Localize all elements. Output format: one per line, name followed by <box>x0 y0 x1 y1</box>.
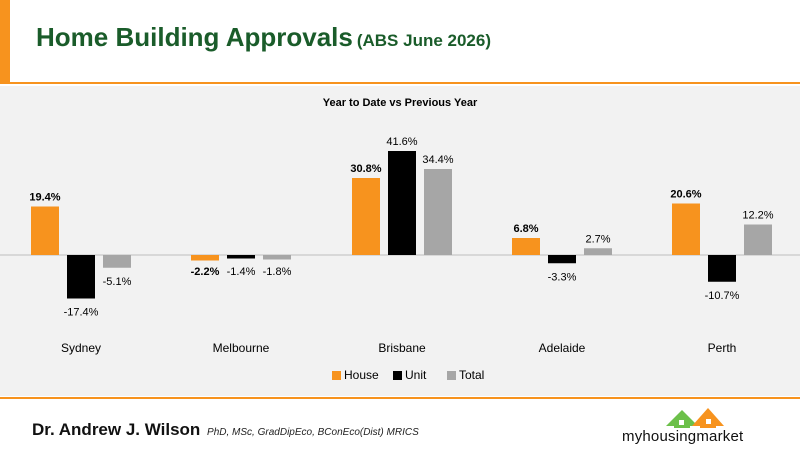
author-credentials: PhD, MSc, GradDipEco, BConEco(Dist) MRIC… <box>207 427 419 438</box>
bar-sydney-house <box>31 206 59 255</box>
brand-logo: myhousingmarket <box>622 404 772 448</box>
author-name: Dr. Andrew J. Wilson <box>32 420 201 439</box>
title-text: Home Building Approvals <box>36 22 353 52</box>
legend-label-house: House <box>344 368 379 382</box>
page-title: Home Building Approvals (ABS June 2026) <box>36 22 491 53</box>
category-label-perth: Perth <box>708 341 737 355</box>
bar-brisbane-house <box>352 178 380 255</box>
bar-melbourne-unit <box>227 255 255 259</box>
bar-adelaide-house <box>512 238 540 255</box>
bar-brisbane-total <box>424 169 452 255</box>
footer <box>0 399 800 454</box>
data-label: -5.1% <box>103 276 132 288</box>
data-label: 41.6% <box>386 136 417 148</box>
bar-brisbane-unit <box>388 151 416 255</box>
category-label-melbourne: Melbourne <box>213 341 270 355</box>
house-roof-icon <box>666 408 724 428</box>
legend-swatch-total <box>447 371 456 380</box>
data-label: 34.4% <box>422 154 453 166</box>
footer-divider <box>0 397 800 399</box>
data-label: -2.2% <box>191 266 220 278</box>
bar-perth-total <box>744 224 772 255</box>
header-band <box>0 0 800 84</box>
bar-sydney-unit <box>67 255 95 299</box>
bar-chart: Year to Date vs Previous Year 19.4% -17.4%… <box>0 97 800 382</box>
data-label: 6.8% <box>513 223 538 235</box>
data-label: -17.4% <box>64 307 99 319</box>
bar-adelaide-total <box>584 248 612 255</box>
bar-perth-unit <box>708 255 736 282</box>
category-label-sydney: Sydney <box>61 341 101 355</box>
legend-label-total: Total <box>459 368 484 382</box>
bar-perth-house <box>672 203 700 255</box>
legend-swatch-house <box>332 371 341 380</box>
legend-swatch-unit <box>393 371 402 380</box>
legend-label-unit: Unit <box>405 368 427 382</box>
data-label: -10.7% <box>705 290 740 302</box>
data-label: -1.8% <box>263 266 292 278</box>
data-label: 30.8% <box>350 163 381 175</box>
category-label-adelaide: Adelaide <box>539 341 586 355</box>
bar-melbourne-house <box>191 255 219 261</box>
author-line: Dr. Andrew J. Wilson PhD, MSc, GradDipEc… <box>32 420 419 440</box>
bar-sydney-total <box>103 255 131 268</box>
bar-melbourne-total <box>263 255 291 260</box>
data-label: 12.2% <box>742 210 773 222</box>
accent-bar <box>0 0 10 84</box>
data-label: -1.4% <box>227 266 256 278</box>
title-subtitle: (ABS June 2026) <box>356 31 492 50</box>
bar-adelaide-unit <box>548 255 576 264</box>
logo-text: myhousingmarket <box>622 428 744 445</box>
title-divider <box>0 82 800 84</box>
data-label: 19.4% <box>29 192 60 204</box>
data-label: 20.6% <box>670 189 701 201</box>
data-label: -3.3% <box>548 271 577 283</box>
data-label: 2.7% <box>585 233 610 245</box>
category-label-brisbane: Brisbane <box>378 341 426 355</box>
chart-title: Year to Date vs Previous Year <box>323 97 478 109</box>
